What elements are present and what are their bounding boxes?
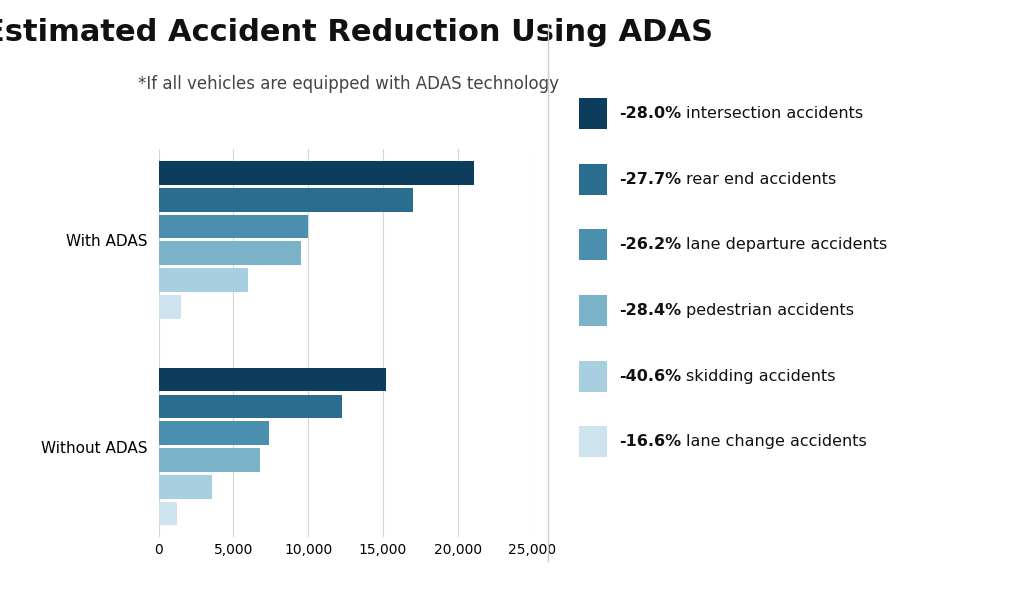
Bar — [159, 188, 413, 211]
Bar — [159, 448, 260, 472]
Text: -16.6%: -16.6% — [620, 434, 682, 450]
Text: *If all vehicles are equipped with ADAS technology: *If all vehicles are equipped with ADAS … — [137, 75, 559, 93]
Bar — [159, 215, 308, 238]
Text: intersection accidents: intersection accidents — [686, 106, 863, 121]
Bar — [159, 295, 181, 319]
Text: pedestrian accidents: pedestrian accidents — [686, 303, 854, 318]
Text: -27.7%: -27.7% — [620, 171, 682, 187]
Text: rear end accidents: rear end accidents — [686, 171, 837, 187]
Bar — [159, 421, 269, 445]
Bar — [159, 241, 301, 265]
Bar — [159, 161, 474, 185]
Text: lane departure accidents: lane departure accidents — [686, 237, 888, 253]
Text: skidding accidents: skidding accidents — [686, 368, 836, 384]
Bar — [159, 475, 212, 498]
Text: -28.0%: -28.0% — [620, 106, 682, 121]
Bar — [159, 268, 249, 292]
Text: -26.2%: -26.2% — [620, 237, 682, 253]
Bar — [159, 501, 177, 525]
Text: Estimated Accident Reduction Using ADAS: Estimated Accident Reduction Using ADAS — [0, 18, 713, 47]
Text: -40.6%: -40.6% — [620, 368, 682, 384]
Bar — [159, 395, 342, 418]
Bar — [159, 368, 386, 392]
Text: -28.4%: -28.4% — [620, 303, 682, 318]
Text: lane change accidents: lane change accidents — [686, 434, 867, 450]
